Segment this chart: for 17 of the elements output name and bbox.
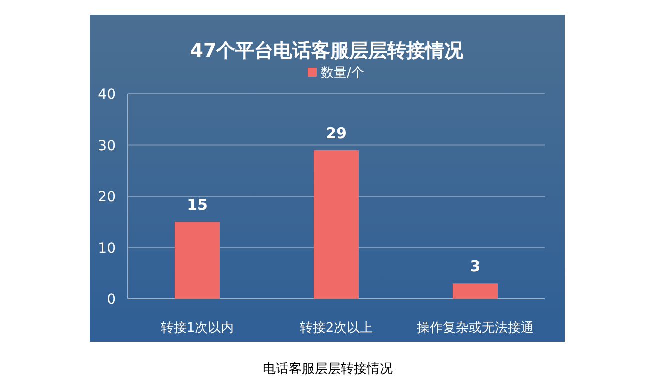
x-tick-label: 转接1次以内 [160, 321, 234, 336]
y-tick-label: 40 [98, 87, 116, 103]
y-tick-label: 30 [98, 138, 116, 154]
bar [453, 284, 498, 299]
y-tick-label: 10 [98, 240, 116, 257]
bar [314, 150, 359, 299]
legend-label: 数量/个 [321, 66, 364, 81]
y-tick-label: 20 [98, 190, 116, 206]
data-label: 29 [326, 124, 347, 142]
bar [175, 222, 220, 299]
x-tick-label: 操作复杂或无法接通 [417, 321, 534, 336]
data-label: 3 [470, 258, 481, 276]
data-label: 15 [187, 196, 208, 214]
text: 电话客服层层转接情况 [263, 361, 393, 377]
chart-title: 47个平台电话客服层层转接情况 [190, 40, 465, 62]
x-tick-label: 转接2次以上 [300, 321, 374, 336]
y-tick-label: 0 [107, 292, 116, 308]
